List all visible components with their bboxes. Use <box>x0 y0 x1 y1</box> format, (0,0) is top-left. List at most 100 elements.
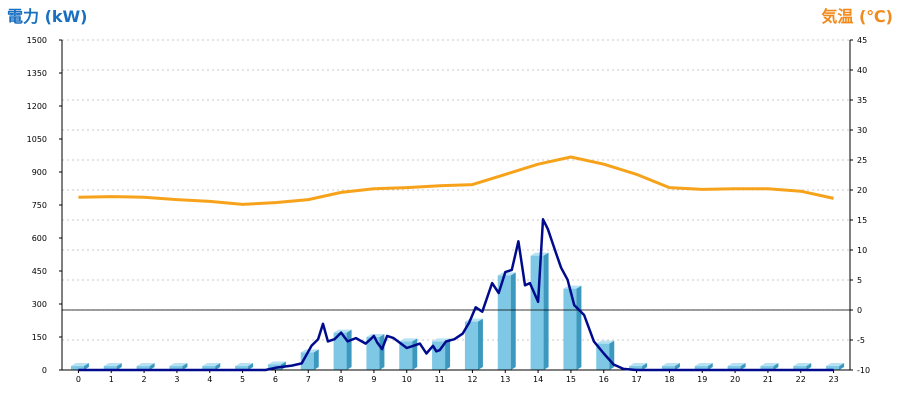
x-tick-label-18: 18 <box>664 375 674 384</box>
bar-side <box>379 334 385 370</box>
x-tick-label-0: 0 <box>76 375 81 384</box>
bar-0 <box>70 363 89 370</box>
bar-face <box>464 321 478 370</box>
bar-side <box>215 363 221 370</box>
bar-side <box>477 318 483 370</box>
x-tick-label-11: 11 <box>434 375 444 384</box>
right-tick-label-40: 40 <box>857 66 867 75</box>
bar-face <box>497 275 511 370</box>
bar-top <box>793 363 812 367</box>
bar-15 <box>563 285 582 370</box>
chart-title-power: 電力 (kW) <box>7 7 88 26</box>
x-tick-label-15: 15 <box>566 375 576 384</box>
right-tick-label-0: 0 <box>857 306 862 315</box>
bar-side <box>740 363 746 370</box>
bar-face <box>793 366 807 370</box>
right-tick-label-20: 20 <box>857 186 867 195</box>
bar-1 <box>103 363 122 370</box>
bar-top <box>727 363 746 367</box>
bar-side <box>707 363 713 370</box>
x-tick-label-20: 20 <box>730 375 740 384</box>
x-tick-label-8: 8 <box>339 375 344 384</box>
bar-face <box>629 366 643 370</box>
x-tick-label-4: 4 <box>207 375 212 384</box>
x-tick-label-10: 10 <box>402 375 412 384</box>
right-tick-label-10: 10 <box>857 246 867 255</box>
bar-face <box>727 366 741 370</box>
bar-2 <box>136 363 155 370</box>
left-tick-label-150: 150 <box>32 333 47 342</box>
bar-face <box>826 366 840 370</box>
bar-side <box>116 363 122 370</box>
bar-side <box>576 285 582 370</box>
right-tick-label-25: 25 <box>857 156 867 165</box>
bar-side <box>543 252 549 370</box>
x-tick-label-21: 21 <box>763 375 773 384</box>
left-tick-label-1050: 1050 <box>27 135 47 144</box>
bar-face <box>169 366 183 370</box>
right-tick-label--5: -5 <box>857 336 865 345</box>
left-tick-label-1350: 1350 <box>27 69 47 78</box>
bar-side <box>313 349 319 370</box>
bar-side <box>674 363 680 370</box>
bar-4 <box>202 363 221 370</box>
x-tick-label-7: 7 <box>306 375 311 384</box>
x-tick-label-6: 6 <box>273 375 278 384</box>
bar-side <box>149 363 155 370</box>
left-tick-label-1500: 1500 <box>27 36 47 45</box>
bar-side <box>83 363 89 370</box>
bar-3 <box>169 363 188 370</box>
tick-labels: 01503004506007509001050120013501500-10-5… <box>27 36 870 384</box>
bar-side <box>248 363 254 370</box>
x-tick-label-17: 17 <box>631 375 641 384</box>
bar-face <box>760 366 774 370</box>
bar-12 <box>464 318 483 370</box>
right-tick-label--10: -10 <box>857 366 870 375</box>
bar-side <box>773 363 779 370</box>
x-tick-label-22: 22 <box>796 375 806 384</box>
right-tick-label-45: 45 <box>857 36 867 45</box>
bar-side <box>839 363 845 370</box>
right-tick-label-15: 15 <box>857 216 867 225</box>
x-tick-label-9: 9 <box>371 375 376 384</box>
bar-top <box>629 363 648 367</box>
power-bars <box>70 252 845 370</box>
x-tick-label-16: 16 <box>599 375 609 384</box>
bar-side <box>412 338 418 370</box>
bar-face <box>530 255 544 370</box>
bar-13 <box>497 272 516 370</box>
bar-11 <box>432 338 451 370</box>
bar-23 <box>826 363 845 370</box>
bar-face <box>136 366 150 370</box>
x-tick-label-19: 19 <box>697 375 707 384</box>
bar-top <box>399 338 418 342</box>
bar-17 <box>629 363 648 370</box>
bar-top <box>563 285 582 289</box>
x-tick-label-1: 1 <box>109 375 114 384</box>
bar-face <box>235 366 249 370</box>
x-tick-label-13: 13 <box>500 375 510 384</box>
bar-top <box>333 329 352 333</box>
bar-face <box>563 288 577 370</box>
temperature-series-line <box>78 155 834 206</box>
left-tick-label-0: 0 <box>42 366 47 375</box>
bar-top <box>169 363 188 367</box>
right-tick-label-30: 30 <box>857 126 867 135</box>
bar-top <box>235 363 254 367</box>
bar-side <box>510 272 516 370</box>
bar-top <box>136 363 155 367</box>
bar-top <box>661 363 680 367</box>
bar-19 <box>694 363 713 370</box>
bar-top <box>694 363 713 367</box>
bar-side <box>182 363 188 370</box>
bar-22 <box>793 363 812 370</box>
x-tick-label-12: 12 <box>467 375 477 384</box>
bar-top <box>497 272 516 276</box>
power-series-line <box>78 218 834 372</box>
right-tick-label-5: 5 <box>857 276 862 285</box>
x-tick-label-14: 14 <box>533 375 543 384</box>
x-tick-label-23: 23 <box>828 375 838 384</box>
left-tick-label-900: 900 <box>32 168 47 177</box>
bar-top <box>596 340 615 344</box>
